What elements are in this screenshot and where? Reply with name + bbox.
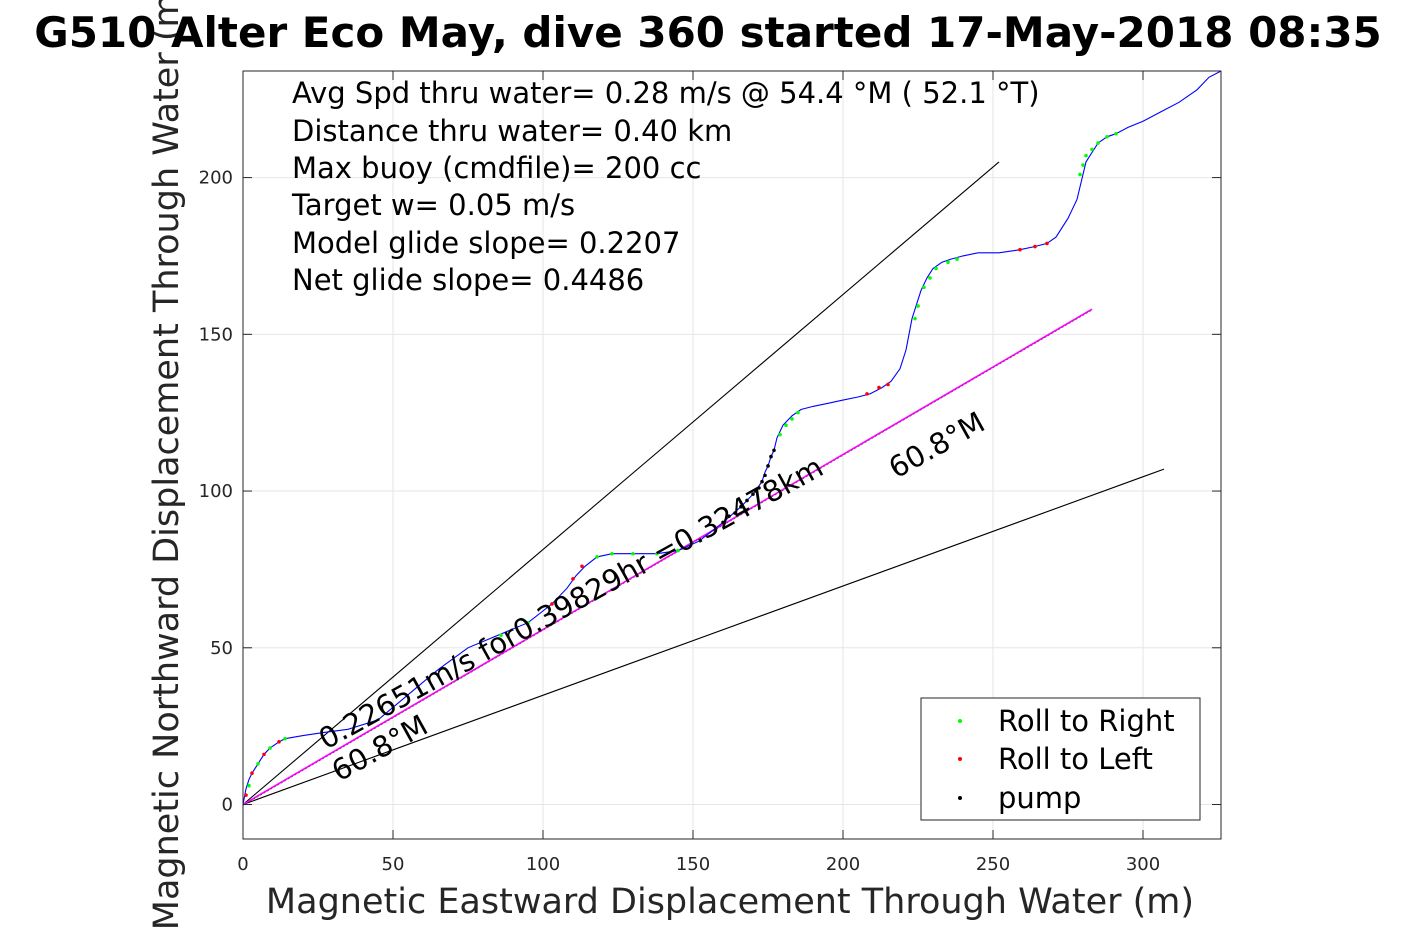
roll-left-marker bbox=[571, 577, 575, 581]
legend-marker-pump bbox=[958, 796, 962, 800]
roll-right-marker bbox=[955, 257, 959, 261]
pump-marker bbox=[763, 473, 767, 478]
grid bbox=[242, 71, 1221, 839]
info-target-w: Target w= 0.05 m/s bbox=[291, 188, 575, 222]
roll-right-marker bbox=[247, 783, 251, 788]
roll-right-marker bbox=[610, 551, 614, 556]
roll-right-marker bbox=[1114, 131, 1118, 136]
roll-right-marker bbox=[916, 304, 920, 308]
x-tick-label: 300 bbox=[1126, 854, 1160, 875]
roll-right-marker bbox=[934, 266, 938, 271]
roll-right-marker bbox=[1096, 141, 1100, 145]
roll-right-marker bbox=[946, 260, 950, 265]
y-tick-label: 150 bbox=[199, 324, 233, 345]
glide-envelope-line bbox=[242, 161, 1000, 805]
info-net-glide-slope: Net glide slope= 0.4486 bbox=[292, 263, 644, 297]
roll-left-marker bbox=[277, 740, 281, 744]
pump-marker bbox=[733, 511, 737, 515]
pump-marker bbox=[760, 479, 764, 484]
pump-marker bbox=[754, 489, 758, 493]
roll-right-marker bbox=[256, 761, 260, 766]
y-tick-labels: 0 50 100 150 200 bbox=[199, 168, 233, 816]
roll-right-marker bbox=[1078, 172, 1082, 177]
y-tick-label: 50 bbox=[210, 638, 233, 659]
pump-marker bbox=[739, 504, 743, 509]
roll-right-marker bbox=[928, 276, 932, 280]
roll-right-marker bbox=[1090, 147, 1094, 152]
legend-label-roll-right: Roll to Right bbox=[998, 704, 1175, 738]
x-tick-label: 200 bbox=[826, 854, 860, 875]
roll-right-marker bbox=[676, 548, 680, 553]
roll-left-marker bbox=[1033, 244, 1037, 249]
legend-box bbox=[920, 697, 1201, 821]
x-tick-label: 250 bbox=[976, 854, 1010, 875]
legend-label-pump: pump bbox=[998, 781, 1081, 815]
y-tick-label: 200 bbox=[199, 168, 233, 189]
info-distance: Distance thru water= 0.40 km bbox=[292, 114, 732, 148]
roll-right-marker bbox=[796, 410, 800, 415]
info-model-glide-slope: Model glide slope= 0.2207 bbox=[292, 226, 680, 260]
current-line bbox=[242, 308, 1093, 806]
roll-left-marker bbox=[580, 564, 584, 569]
pump-marker bbox=[757, 486, 761, 490]
pump-marker bbox=[721, 520, 725, 525]
roll-left-marker bbox=[250, 771, 254, 775]
x-tick-label: 0 bbox=[237, 854, 248, 875]
roll-right-marker bbox=[1105, 135, 1109, 139]
info-max-buoy: Max buoy (cmdfile)= 200 cc bbox=[292, 151, 701, 185]
y-tick-label: 100 bbox=[199, 481, 233, 502]
roll-left-marker bbox=[550, 602, 554, 606]
roll-left-marker bbox=[877, 385, 881, 390]
marker-layer bbox=[244, 131, 1118, 797]
x-axis-label: Magnetic Eastward Displacement Through W… bbox=[266, 882, 1194, 922]
roll-left-marker bbox=[1018, 247, 1022, 252]
roll-left-marker bbox=[865, 392, 869, 396]
roll-right-marker bbox=[631, 551, 635, 556]
pump-marker bbox=[772, 448, 776, 453]
roll-left-marker bbox=[262, 752, 266, 757]
pump-marker bbox=[727, 514, 731, 518]
ticks bbox=[242, 71, 1221, 839]
x-tick-label: 150 bbox=[676, 854, 710, 875]
info-text-block: Avg Spd thru water= 0.28 m/s @ 54.4 °M (… bbox=[291, 76, 1040, 297]
legend-marker-roll-left bbox=[958, 757, 962, 761]
y-tick-label: 0 bbox=[222, 795, 233, 816]
y-axis-label: Magnetic Northward Displacement Through … bbox=[147, 0, 187, 930]
roll-right-marker bbox=[922, 285, 926, 290]
x-tick-label: 100 bbox=[526, 854, 560, 875]
roll-right-marker bbox=[913, 316, 917, 321]
roll-right-marker bbox=[784, 423, 788, 428]
roll-right-marker bbox=[1084, 153, 1088, 158]
roll-left-marker bbox=[244, 793, 248, 797]
pump-marker bbox=[769, 454, 773, 459]
roll-right-marker bbox=[778, 432, 782, 437]
chart-title: G510 Alter Eco May, dive 360 started 17-… bbox=[34, 8, 1382, 57]
pump-marker bbox=[745, 498, 749, 503]
roll-right-marker bbox=[526, 620, 530, 625]
roll-right-marker bbox=[499, 633, 503, 638]
reference-lines bbox=[242, 161, 1165, 806]
x-tick-labels: 0 50 100 150 200 250 300 bbox=[237, 854, 1160, 875]
pump-marker bbox=[751, 492, 755, 496]
info-avg-speed: Avg Spd thru water= 0.28 m/s @ 54.4 °M (… bbox=[292, 76, 1040, 110]
glide-envelope-line bbox=[242, 468, 1165, 806]
roll-right-marker bbox=[268, 746, 272, 750]
roll-right-marker bbox=[1081, 163, 1085, 167]
legend: Roll to Right Roll to Left pump bbox=[920, 697, 1201, 821]
legend-label-roll-left: Roll to Left bbox=[998, 742, 1153, 776]
roll-left-marker bbox=[886, 382, 890, 387]
pump-marker bbox=[766, 464, 770, 468]
roll-right-marker bbox=[283, 736, 287, 741]
x-tick-label: 50 bbox=[382, 854, 405, 875]
roll-right-marker bbox=[595, 555, 599, 559]
roll-left-marker bbox=[1045, 241, 1049, 246]
plot-frame bbox=[242, 70, 1222, 840]
legend-marker-roll-right bbox=[958, 719, 962, 723]
roll-right-marker bbox=[790, 417, 794, 421]
roll-right-marker bbox=[655, 551, 659, 556]
